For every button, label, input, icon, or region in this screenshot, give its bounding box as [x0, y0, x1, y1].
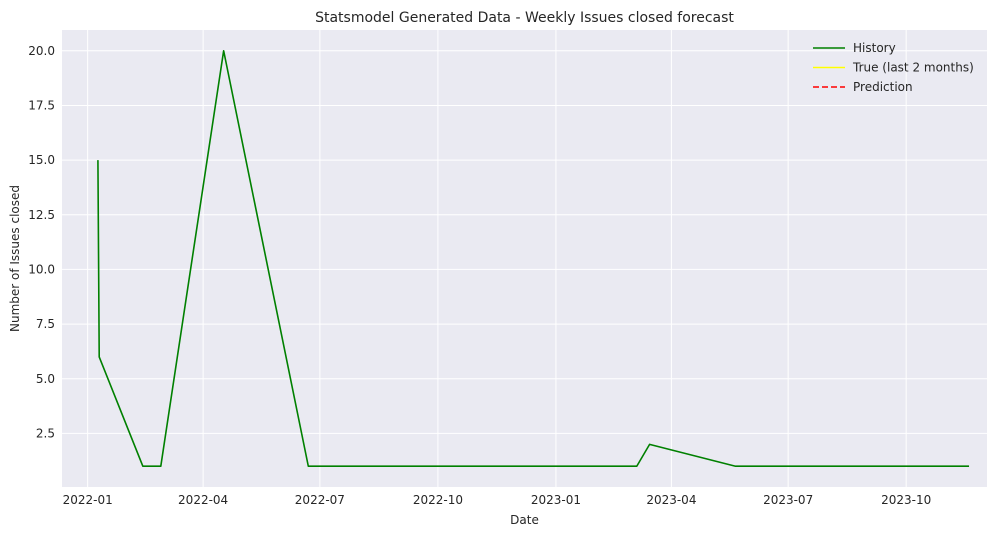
tick-labels: 2022-01 2022-04 2022-07 2022-10 2023-01 2023-…	[28, 44, 931, 507]
x-tick-label: 2022-10	[413, 493, 463, 507]
x-tick-label: 2022-01	[63, 493, 113, 507]
x-axis-label: Date	[510, 513, 539, 527]
y-tick-label: 5.0	[36, 372, 55, 386]
y-tick-label: 15.0	[28, 153, 55, 167]
chart-title: Statsmodel Generated Data - Weekly Issue…	[315, 10, 734, 26]
legend-label: True (last 2 months)	[852, 61, 974, 75]
grid	[62, 30, 987, 487]
legend-label: History	[853, 41, 896, 55]
x-tick-label: 2023-01	[531, 493, 581, 507]
y-tick-label: 7.5	[36, 317, 55, 331]
y-tick-label: 10.0	[28, 262, 55, 276]
x-tick-label: 2023-10	[881, 493, 931, 507]
y-tick-label: 20.0	[28, 44, 55, 58]
y-tick-label: 12.5	[28, 208, 55, 222]
x-tick-label: 2022-07	[295, 493, 345, 507]
y-tick-label: 2.5	[36, 426, 55, 440]
legend-label: Prediction	[853, 80, 913, 94]
y-tick-label: 17.5	[28, 98, 55, 112]
plot-area	[62, 30, 987, 487]
series-line-history	[97, 49, 970, 468]
y-axis-label: Number of Issues closed	[8, 185, 22, 332]
x-tick-label: 2023-07	[763, 493, 813, 507]
x-tick-label: 2022-04	[178, 493, 228, 507]
series-lines	[97, 49, 970, 468]
legend: History True (last 2 months) Prediction	[813, 41, 974, 94]
x-tick-label: 2023-04	[646, 493, 696, 507]
